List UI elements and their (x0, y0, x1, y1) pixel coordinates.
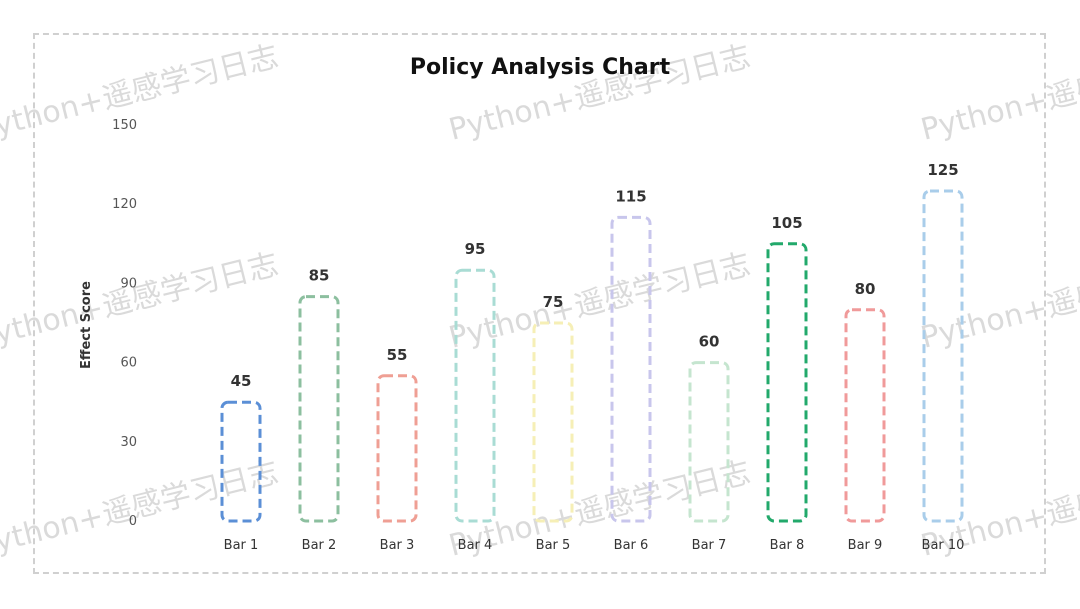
bar-value-label: 125 (927, 161, 958, 179)
bar-value-label: 55 (387, 346, 408, 364)
bar (376, 374, 418, 523)
bar-value-label: 115 (615, 187, 646, 205)
watermark-layer: Python+遥感学习日志 Python+遥感学习日志 Python+遥感学习日志 P… (0, 39, 1080, 564)
y-axis-label: Effect Score (79, 281, 94, 369)
watermark: Python+遥感学习日志 (917, 39, 1080, 148)
bar (454, 268, 496, 523)
y-axis-ticks: 0 30 60 90 120 150 (112, 118, 137, 529)
x-tick-label: Bar 7 (692, 538, 727, 553)
x-tick-label: Bar 5 (536, 538, 571, 553)
chart-frame (33, 33, 1046, 574)
bar (298, 295, 340, 523)
y-tick-label: 0 (129, 514, 137, 529)
y-tick-label: 30 (120, 435, 137, 450)
bar (844, 308, 886, 523)
x-tick-label: Bar 2 (302, 538, 337, 553)
x-axis-ticks: Bar 1 Bar 2 Bar 3 Bar 4 Bar 5 Bar 6 Bar 7 Bar 8… (224, 538, 965, 553)
x-tick-label: Bar 9 (848, 538, 883, 553)
x-tick-label: Bar 3 (380, 538, 415, 553)
bar (610, 215, 652, 523)
bar-value-label: 45 (231, 372, 252, 390)
y-tick-label: 120 (112, 197, 137, 212)
y-tick-label: 90 (120, 276, 137, 291)
bar (766, 242, 808, 523)
bar-value-label: 75 (543, 293, 564, 311)
bar-value-label: 60 (699, 333, 720, 351)
bar-value-label: 105 (771, 214, 802, 232)
bar (532, 321, 574, 523)
x-tick-label: Bar 4 (458, 538, 493, 553)
bar (922, 189, 964, 523)
x-tick-label: Bar 8 (770, 538, 805, 553)
x-tick-label: Bar 10 (922, 538, 965, 553)
watermark: Python+遥感学习日志 (0, 39, 282, 148)
x-tick-label: Bar 6 (614, 538, 649, 553)
bar (220, 400, 262, 523)
chart-title: Policy Analysis Chart (410, 55, 671, 80)
bar (688, 361, 730, 523)
bar-value-label: 80 (855, 280, 876, 298)
y-tick-label: 150 (112, 118, 137, 133)
bar-value-label: 85 (309, 267, 330, 285)
x-tick-label: Bar 1 (224, 538, 259, 553)
bar-value-label: 95 (465, 240, 486, 258)
y-tick-label: 60 (120, 356, 137, 371)
watermark: Python+遥感学习日志 (917, 247, 1080, 356)
watermark: Python+遥感学习日志 (0, 247, 282, 356)
bars-group: 45 85 55 95 75 115 60 105 80 125 (220, 161, 964, 523)
